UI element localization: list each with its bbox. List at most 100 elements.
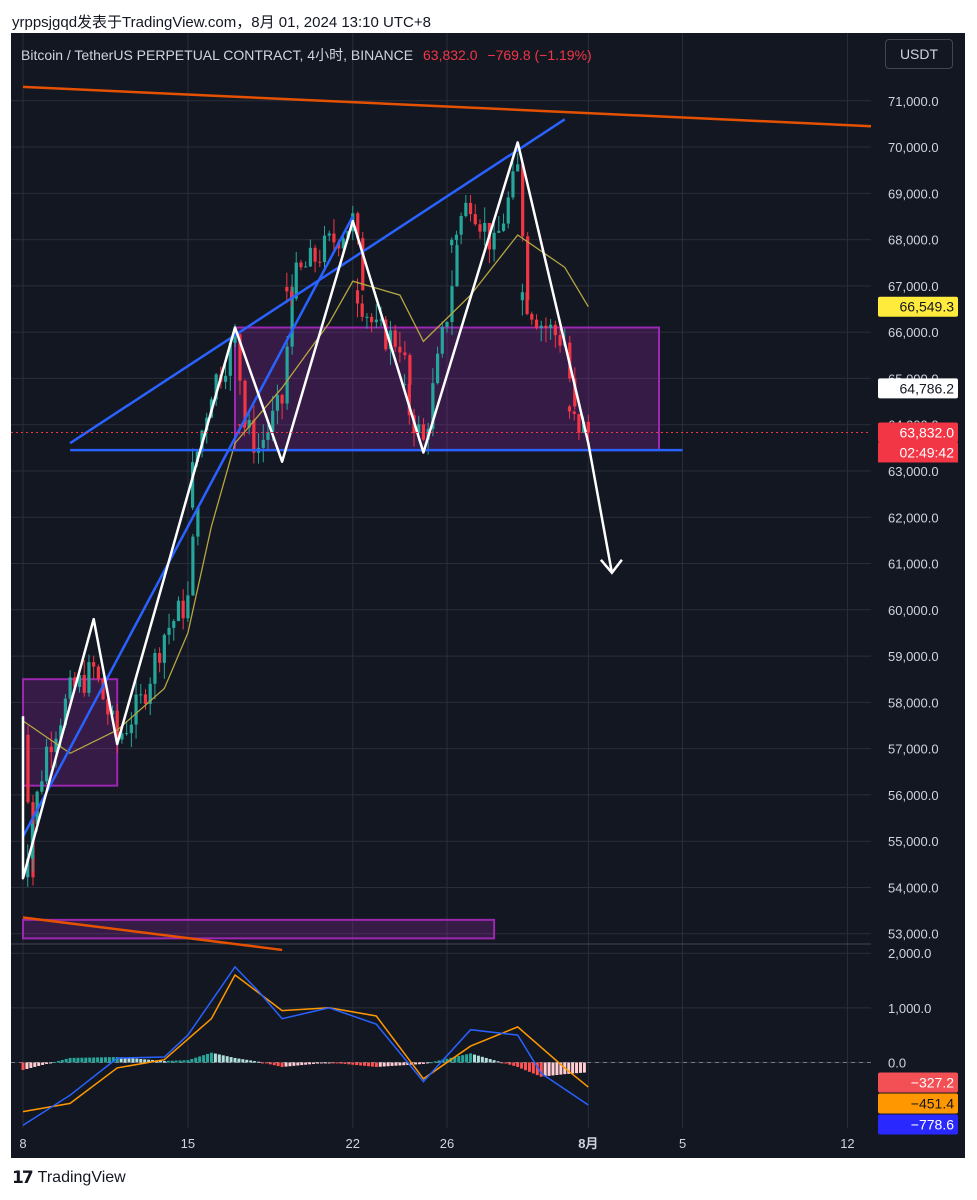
candle-body [511,171,515,198]
candle-body [440,326,444,354]
candle-body [468,202,473,215]
candle-body [228,342,232,376]
currency-button[interactable]: USDT [885,39,953,69]
macd-histogram-bar [190,1058,194,1063]
y-tick-label: 69,000.0 [888,186,939,201]
macd-histogram-bar [241,1059,245,1063]
pattern-path [21,141,614,880]
candle-body [285,287,289,292]
macd-histogram-bar [52,1061,56,1063]
y-tick-label: 63,000.0 [888,464,939,479]
macd-histogram-bar [143,1059,147,1063]
candle-body [445,321,449,327]
macd-histogram-bar [480,1056,484,1063]
macd-histogram-bar [76,1057,80,1063]
macd-histogram-bar [206,1053,210,1063]
candle-body [388,330,393,350]
macd-histogram-bar [331,1062,335,1064]
macd-tag-histogram-bg [878,1072,958,1093]
macd-histogram-bar [166,1060,170,1063]
candle-body [356,213,360,239]
macd-histogram-bar [469,1053,473,1063]
macd-histogram-bar [268,1062,272,1065]
chart-panel[interactable]: 53,000.0 54,000.0 55,000.0 56,000.0 57,000.0… [11,33,965,1158]
macd-histogram-bar [402,1062,406,1066]
macd-histogram-bar [292,1062,296,1066]
macd-histogram-bar [64,1058,68,1063]
macd-y-tick-label: 0.0 [888,1055,906,1070]
macd-histogram-bar [257,1061,261,1063]
symbol-title: Bitcoin / TetherUS PERPETUAL CONTRACT, 4… [21,47,414,63]
candle-body [148,683,152,704]
candle-body [435,353,440,384]
macd-histogram-bar [29,1062,33,1068]
macd-histogram-bar [567,1062,571,1074]
candle-body [327,233,331,236]
candle-body [544,325,548,328]
macd-histogram-bar [147,1059,151,1063]
candle-body [243,380,247,425]
chart-canvas[interactable]: 53,000.0 54,000.0 55,000.0 56,000.0 57,000.0… [11,33,965,1158]
macd-histogram-bar [512,1062,516,1066]
macd-histogram-bar [508,1062,512,1065]
candle-body [332,233,336,243]
y-tick-label: 55,000.0 [888,834,939,849]
macd-histogram-bar [186,1060,190,1063]
macd-histogram-bar [472,1054,476,1063]
candle-body [73,677,77,687]
candle-body [139,694,143,696]
macd-histogram-bar [115,1057,119,1063]
trendline-orange [22,85,872,128]
macd-histogram-bar [135,1058,139,1063]
x-tick-label: 15 [181,1136,195,1151]
macd-histogram-bar [25,1062,29,1069]
macd-histogram-bar [158,1060,162,1063]
candle-body [586,421,590,433]
candle-body [384,319,388,350]
macd-histogram-bar [229,1057,233,1063]
macd-histogram-bar [21,1062,25,1070]
macd-histogram-bar [421,1062,425,1064]
candle-body [120,733,124,740]
macd-histogram-bar [280,1062,284,1067]
macd-histogram-bar [111,1057,115,1063]
macd-histogram-bar [131,1058,135,1063]
macd-histogram-bar [425,1062,429,1064]
macd-histogram-bar [96,1057,100,1063]
candle-body [341,238,345,249]
y-tick-label: 54,000.0 [888,880,939,895]
macd-histogram-bar [488,1059,492,1063]
y-tick-label: 58,000.0 [888,695,939,710]
countdown-bg [878,442,958,463]
candle-body [483,222,487,232]
candle-body [214,374,218,400]
candle-body [361,238,365,291]
macd-histogram-bar [559,1062,563,1075]
candle-body [158,653,162,663]
macd-histogram-bar [578,1062,582,1073]
candle-body [521,164,525,237]
macd-histogram-bar [366,1062,370,1067]
candle-body [374,319,378,323]
macd-histogram-bar [174,1060,178,1063]
macd-histogram-bar [272,1062,276,1066]
candle-body [454,234,459,240]
macd-histogram-bar [249,1060,253,1063]
price-tag-last-price: 63,832.0 [900,424,955,440]
macd-histogram-bar [213,1053,217,1063]
macd-histogram-bar [398,1062,402,1066]
candle-body [370,316,374,323]
macd-tag-signal-bg [878,1093,958,1114]
candle-body [223,375,228,382]
candle-body [497,230,501,233]
candle-body [318,261,322,263]
macd-histogram-bar [520,1062,524,1069]
candle-body [553,324,557,336]
macd-histogram-bar [202,1055,206,1063]
macd-histogram-bar [461,1055,465,1063]
candle-body [407,383,411,416]
trendline-blue [21,215,354,838]
candle-body [403,383,407,385]
candle-body [558,335,562,346]
macd-histogram-bar [492,1060,496,1063]
